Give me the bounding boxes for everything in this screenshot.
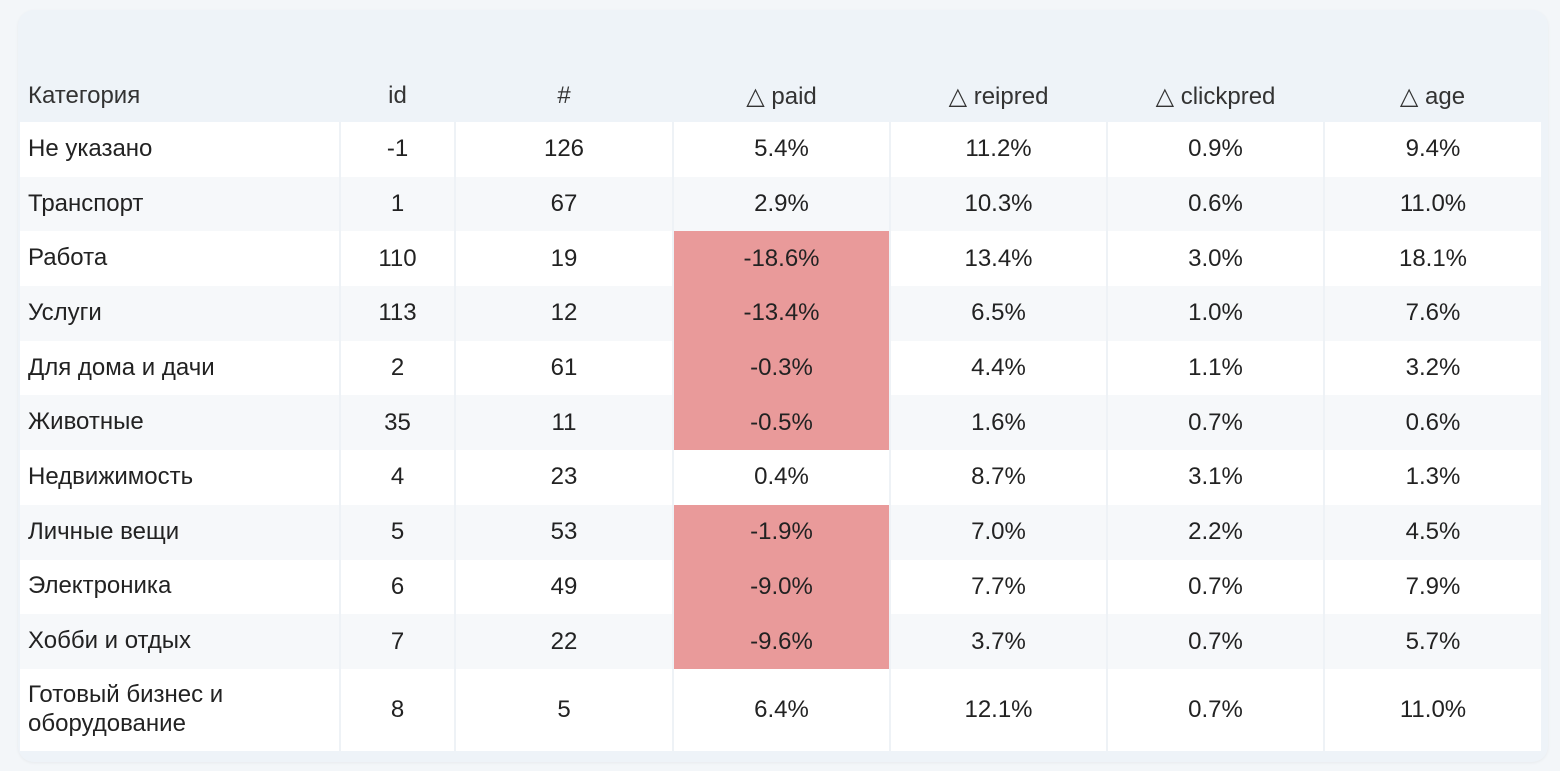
cell-category: Работа bbox=[20, 231, 341, 287]
table-row: Хобби и отдых 7 22 -9.6% 3.7% 0.7% 5.7% bbox=[20, 614, 1541, 669]
cell-count: 12 bbox=[455, 286, 674, 341]
cell-id: 7 bbox=[340, 614, 456, 669]
cell-delta-clickpred: 1.1% bbox=[1107, 340, 1325, 396]
cell-delta-paid: -13.4% bbox=[673, 286, 891, 341]
cell-id: 35 bbox=[340, 395, 456, 451]
cell-category: Не указано bbox=[20, 122, 341, 177]
cell-delta-age: 7.6% bbox=[1324, 286, 1541, 341]
cell-delta-paid: 6.4% bbox=[673, 668, 891, 751]
cell-delta-clickpred: 0.7% bbox=[1107, 614, 1325, 669]
cell-id: 4 bbox=[340, 450, 456, 505]
cell-id: 110 bbox=[340, 231, 456, 287]
cell-count: 23 bbox=[455, 450, 674, 505]
cell-count: 126 bbox=[455, 122, 674, 177]
cell-delta-paid: -9.0% bbox=[673, 559, 891, 615]
cell-delta-age: 18.1% bbox=[1324, 231, 1541, 287]
cell-delta-age: 1.3% bbox=[1324, 450, 1541, 505]
header-delta-age[interactable]: △ age bbox=[1399, 82, 1466, 110]
cell-delta-reipred: 7.7% bbox=[890, 559, 1108, 615]
cell-delta-reipred: 11.2% bbox=[890, 122, 1108, 177]
cell-category: Транспорт bbox=[20, 176, 341, 232]
header-delta-reipred[interactable]: △ reipred bbox=[948, 82, 1049, 110]
cell-category: Электроника bbox=[20, 559, 341, 615]
table-row: Личные вещи 5 53 -1.9% 7.0% 2.2% 4.5% bbox=[20, 504, 1541, 560]
table-row: Услуги 113 12 -13.4% 6.5% 1.0% 7.6% bbox=[20, 286, 1541, 341]
cell-delta-paid: 2.9% bbox=[673, 176, 891, 232]
cell-delta-reipred: 6.5% bbox=[890, 286, 1108, 341]
cell-id: 8 bbox=[340, 668, 456, 751]
cell-delta-clickpred: 3.0% bbox=[1107, 231, 1325, 287]
cell-delta-paid: -0.5% bbox=[673, 395, 891, 451]
table-row: Работа 110 19 -18.6% 13.4% 3.0% 18.1% bbox=[20, 231, 1541, 287]
cell-id: 113 bbox=[340, 286, 456, 341]
table-header-row: Категория id # △ paid △ reipred △ clickp… bbox=[20, 70, 1541, 122]
header-delta-paid[interactable]: △ paid bbox=[746, 82, 817, 110]
table-row: Животные 35 11 -0.5% 1.6% 0.7% 0.6% bbox=[20, 395, 1541, 451]
cell-delta-reipred: 12.1% bbox=[890, 668, 1108, 751]
cell-delta-paid: 0.4% bbox=[673, 450, 891, 505]
cell-count: 61 bbox=[455, 340, 674, 396]
cell-count: 5 bbox=[455, 668, 674, 751]
header-id[interactable]: id bbox=[388, 82, 407, 109]
cell-delta-reipred: 7.0% bbox=[890, 504, 1108, 560]
cell-id: 6 bbox=[340, 559, 456, 615]
cell-count: 49 bbox=[455, 559, 674, 615]
cell-delta-age: 4.5% bbox=[1324, 504, 1541, 560]
header-count[interactable]: # bbox=[557, 82, 571, 109]
cell-delta-reipred: 13.4% bbox=[890, 231, 1108, 287]
cell-delta-paid: 5.4% bbox=[673, 122, 891, 177]
table-card: Категория id # △ paid △ reipred △ clickp… bbox=[18, 10, 1548, 762]
cell-count: 53 bbox=[455, 504, 674, 560]
cell-delta-reipred: 3.7% bbox=[890, 614, 1108, 669]
cell-delta-reipred: 1.6% bbox=[890, 395, 1108, 451]
cell-delta-clickpred: 0.9% bbox=[1107, 122, 1325, 177]
cell-delta-paid: -1.9% bbox=[673, 504, 891, 560]
table-row: Электроника 6 49 -9.0% 7.7% 0.7% 7.9% bbox=[20, 559, 1541, 615]
cell-delta-reipred: 8.7% bbox=[890, 450, 1108, 505]
cell-category: Хобби и отдых bbox=[20, 614, 341, 669]
cell-count: 19 bbox=[455, 231, 674, 287]
cell-delta-clickpred: 3.1% bbox=[1107, 450, 1325, 505]
cell-count: 11 bbox=[455, 395, 674, 451]
cell-category: Для дома и дачи bbox=[20, 340, 341, 396]
cell-category: Животные bbox=[20, 395, 341, 451]
header-delta-clickpred[interactable]: △ clickpred bbox=[1155, 82, 1276, 110]
cell-delta-reipred: 4.4% bbox=[890, 340, 1108, 396]
category-metrics-table: Категория id # △ paid △ reipred △ clickp… bbox=[20, 70, 1541, 751]
cell-delta-clickpred: 0.6% bbox=[1107, 176, 1325, 232]
cell-category: Услуги bbox=[20, 286, 341, 341]
cell-delta-clickpred: 2.2% bbox=[1107, 504, 1325, 560]
cell-delta-age: 0.6% bbox=[1324, 395, 1541, 451]
cell-delta-age: 3.2% bbox=[1324, 340, 1541, 396]
table-row: Транспорт 1 67 2.9% 10.3% 0.6% 11.0% bbox=[20, 176, 1541, 232]
cell-delta-paid: -9.6% bbox=[673, 614, 891, 669]
cell-id: 2 bbox=[340, 340, 456, 396]
cell-category: Готовый бизнес и оборудование bbox=[20, 668, 341, 751]
cell-category: Недвижимость bbox=[20, 450, 341, 505]
cell-category: Личные вещи bbox=[20, 504, 341, 560]
cell-delta-paid: -0.3% bbox=[673, 340, 891, 396]
cell-count: 67 bbox=[455, 176, 674, 232]
cell-delta-reipred: 10.3% bbox=[890, 176, 1108, 232]
table-row: Для дома и дачи 2 61 -0.3% 4.4% 1.1% 3.2% bbox=[20, 340, 1541, 396]
cell-id: -1 bbox=[340, 122, 456, 177]
cell-delta-age: 9.4% bbox=[1324, 122, 1541, 177]
table-row: Не указано -1 126 5.4% 11.2% 0.9% 9.4% bbox=[20, 122, 1541, 177]
table-row: Недвижимость 4 23 0.4% 8.7% 3.1% 1.3% bbox=[20, 450, 1541, 505]
cell-delta-clickpred: 0.7% bbox=[1107, 559, 1325, 615]
cell-delta-age: 5.7% bbox=[1324, 614, 1541, 669]
cell-delta-age: 7.9% bbox=[1324, 559, 1541, 615]
cell-delta-clickpred: 0.7% bbox=[1107, 395, 1325, 451]
cell-count: 22 bbox=[455, 614, 674, 669]
cell-id: 5 bbox=[340, 504, 456, 560]
cell-delta-age: 11.0% bbox=[1324, 176, 1541, 232]
cell-delta-clickpred: 1.0% bbox=[1107, 286, 1325, 341]
header-category[interactable]: Категория bbox=[28, 82, 141, 109]
cell-delta-paid: -18.6% bbox=[673, 231, 891, 287]
table-row: Готовый бизнес и оборудование 8 5 6.4% 12.1%… bbox=[20, 668, 1541, 751]
cell-delta-clickpred: 0.7% bbox=[1107, 668, 1325, 751]
cell-id: 1 bbox=[340, 176, 456, 232]
cell-delta-age: 11.0% bbox=[1324, 668, 1541, 751]
